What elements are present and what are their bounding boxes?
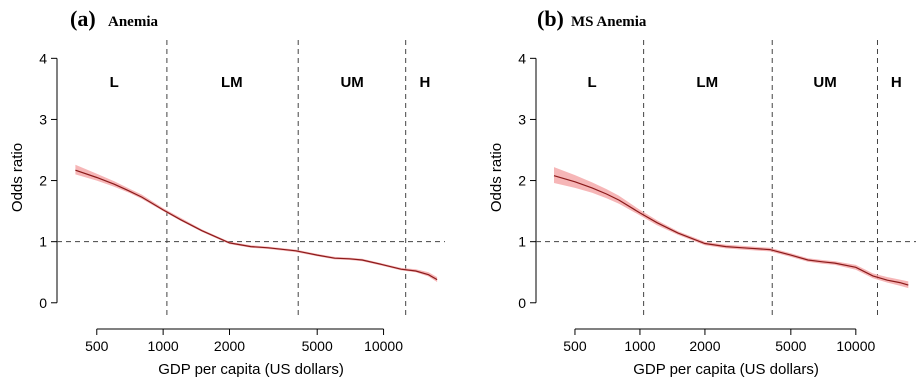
region-label: L [110,74,119,91]
panel-letter: (b) [537,6,564,31]
x-axis-title: GDP per capita (US dollars) [633,361,819,378]
y-axis-title: Odds ratio [9,143,26,212]
x-tick-label: 500 [85,338,109,354]
chart-title: Anemia [108,14,158,30]
y-tick-label: 3 [518,111,526,127]
x-tick-label: 2000 [689,338,720,354]
confidence-band [75,164,438,282]
y-axis-title: Odds ratio [488,143,505,212]
y-tick-label: 1 [518,234,526,250]
x-tick-label: 5000 [302,338,333,354]
panel-b: (b) MS Anemia 0 1 2 3 4 500 1000 2000 5000 10000 GDP… [488,6,916,378]
y-tick-label: 4 [518,50,526,66]
x-tick-label: 10000 [364,338,403,354]
x-tick-label: 500 [563,338,587,354]
odds-ratio-line [553,175,909,286]
region-label: UM [340,74,363,91]
confidence-band [554,167,909,289]
region-label: UM [813,74,836,91]
x-axis-title: GDP per capita (US dollars) [158,361,344,378]
x-tick-label: 10000 [836,338,875,354]
x-tick-label: 1000 [148,338,179,354]
y-tick-label: 2 [39,173,47,189]
odds-ratio-line [75,169,438,281]
x-tick-label: 1000 [624,338,655,354]
region-label: LM [221,74,243,91]
panel-a: (a) Anemia 0 1 2 3 4 500 1000 2000 5000 10000 GDP pe… [9,6,445,378]
y-tick-label: 1 [39,234,47,250]
chart-title: MS Anemia [571,14,647,30]
region-label: LM [696,74,718,91]
region-label: L [587,74,596,91]
region-label: H [891,74,902,91]
y-tick-label: 4 [39,50,47,66]
y-tick-label: 0 [39,295,47,311]
x-tick-label: 2000 [214,338,245,354]
y-tick-label: 2 [518,173,526,189]
panel-letter: (a) [70,6,96,31]
y-tick-label: 3 [39,111,47,127]
y-tick-label: 0 [518,295,526,311]
x-tick-label: 5000 [775,338,806,354]
region-label: H [419,74,430,91]
